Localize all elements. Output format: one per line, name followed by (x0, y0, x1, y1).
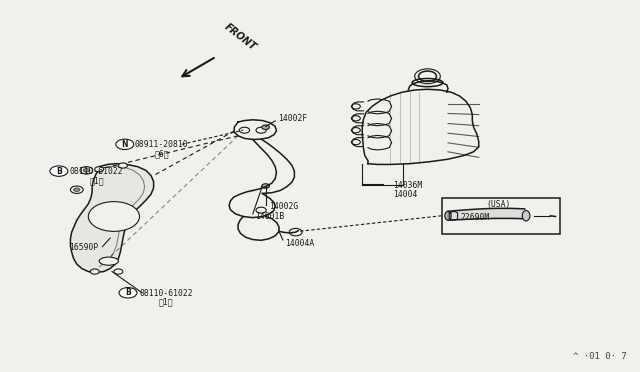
Text: 14036M: 14036M (393, 182, 422, 190)
Text: ^ ·01 0· 7: ^ ·01 0· 7 (573, 352, 627, 361)
Text: (USA): (USA) (486, 200, 511, 209)
Ellipse shape (445, 211, 451, 220)
Text: 14002F: 14002F (278, 114, 308, 123)
Text: B: B (125, 288, 131, 297)
Text: 08110-61022: 08110-61022 (140, 289, 193, 298)
Text: 08110-61022: 08110-61022 (69, 167, 123, 176)
Bar (442, 198, 560, 234)
Text: 16590P: 16590P (69, 243, 99, 252)
Circle shape (80, 167, 93, 174)
Ellipse shape (522, 211, 530, 221)
Circle shape (256, 127, 266, 133)
Circle shape (256, 207, 266, 213)
Circle shape (88, 202, 140, 231)
Text: （1）: （1） (90, 176, 104, 185)
Text: FRONT: FRONT (223, 22, 258, 53)
Circle shape (116, 139, 134, 150)
Text: 08911-20810: 08911-20810 (134, 140, 188, 149)
Circle shape (95, 167, 104, 172)
Text: B: B (56, 167, 61, 176)
Circle shape (83, 169, 90, 172)
Circle shape (262, 184, 269, 188)
Ellipse shape (99, 257, 118, 265)
Text: 14004A: 14004A (285, 239, 314, 248)
Text: 14001B: 14001B (255, 212, 284, 221)
Text: （6）: （6） (155, 149, 170, 158)
Circle shape (118, 163, 127, 168)
Circle shape (119, 288, 137, 298)
Text: 14002G: 14002G (269, 202, 298, 211)
Circle shape (50, 166, 68, 176)
Circle shape (74, 188, 80, 192)
Text: N: N (122, 140, 128, 149)
Text: 14004: 14004 (393, 190, 417, 199)
Circle shape (114, 269, 123, 274)
Circle shape (90, 269, 99, 274)
Text: 22690M: 22690M (461, 213, 490, 222)
Polygon shape (70, 164, 154, 272)
Circle shape (70, 186, 83, 193)
Circle shape (262, 125, 269, 129)
Circle shape (239, 127, 250, 133)
Text: （1）: （1） (159, 298, 173, 307)
